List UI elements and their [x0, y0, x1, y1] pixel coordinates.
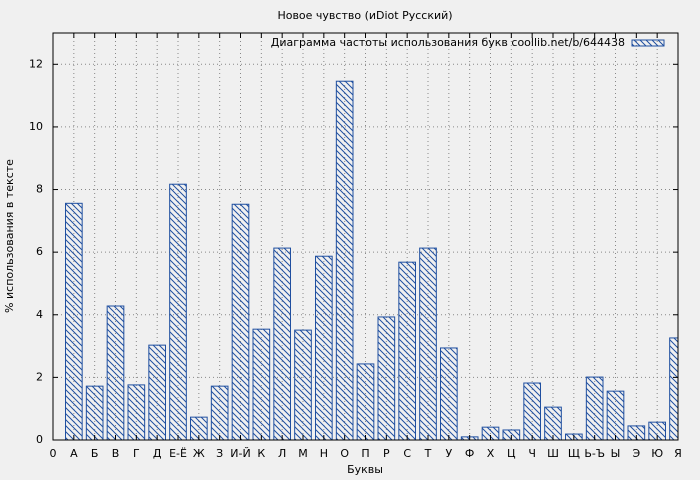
x-tick-label: Ь-Ъ	[584, 447, 605, 460]
bar	[252, 328, 271, 440]
bar	[669, 337, 678, 440]
bar	[606, 390, 625, 440]
x-tick-label: У	[445, 447, 452, 460]
x-tick-label: И-Й	[230, 447, 250, 460]
bar	[85, 385, 104, 440]
x-tick-label: Л	[278, 447, 286, 460]
bar	[419, 247, 437, 440]
x-tick-label: Ю	[651, 447, 663, 460]
bar	[440, 347, 458, 440]
bar	[231, 203, 250, 440]
y-tick-label: 6	[36, 245, 43, 258]
x-tick-label: А	[70, 447, 78, 460]
x-tick-label: Д	[153, 447, 162, 460]
x-tick-label: В	[112, 447, 120, 460]
x-tick-label: С	[403, 447, 411, 460]
x-tick-label: М	[298, 447, 308, 460]
x-axis-label: Буквы	[347, 463, 383, 476]
bar	[481, 426, 500, 440]
legend-label: Диаграмма частоты использования букв coo…	[271, 36, 625, 49]
x-tick-label: Е-Ё	[169, 447, 187, 460]
x-tick-label: Х	[487, 447, 495, 460]
y-tick-label: 12	[29, 57, 43, 70]
bar	[377, 316, 396, 440]
x-tick-label: Н	[320, 447, 328, 460]
y-tick-label: 0	[36, 433, 43, 446]
bar	[544, 406, 562, 440]
x-tick-label: Ы	[611, 447, 621, 460]
x-tick-label: П	[361, 447, 369, 460]
x-tick-label: Т	[424, 447, 432, 460]
x-tick-label: З	[216, 447, 223, 460]
x-tick-label: Я	[674, 447, 682, 460]
y-axis-label: % использования в тексте	[3, 159, 16, 313]
x-tick-label: Г	[133, 447, 140, 460]
bar	[523, 382, 541, 440]
bar	[273, 247, 292, 440]
y-tick-label: 2	[36, 370, 43, 383]
x-tick-label: Ш	[547, 447, 559, 460]
bar	[190, 416, 208, 440]
bar	[294, 329, 312, 440]
x-tick-label: К	[257, 447, 265, 460]
bar	[315, 255, 333, 440]
bar	[335, 80, 354, 440]
y-tick-label: 4	[36, 308, 43, 321]
x-tick-label: Б	[91, 447, 99, 460]
bar	[65, 202, 83, 440]
x-tick-label: Ч	[528, 447, 536, 460]
x-tick-label: Э	[632, 447, 640, 460]
bar	[106, 305, 125, 440]
y-tick-label: 8	[36, 183, 43, 196]
x-tick-label: Ц	[507, 447, 516, 460]
bar	[585, 376, 604, 440]
x-tick-label: 0	[50, 447, 57, 460]
x-tick-label: Ж	[193, 447, 205, 460]
y-tick-label: 10	[29, 120, 43, 133]
chart-title: Новое чувство (иDiot Русский)	[277, 9, 452, 22]
bar	[127, 384, 146, 440]
x-tick-label: Ф	[465, 447, 474, 460]
x-tick-label: Щ	[568, 447, 580, 460]
bar	[398, 261, 417, 440]
bar	[210, 385, 229, 440]
x-tick-label: Р	[383, 447, 390, 460]
bar	[148, 344, 166, 440]
legend-swatch	[631, 39, 665, 47]
bar	[356, 363, 375, 440]
x-tick-label: О	[340, 447, 349, 460]
bar	[169, 183, 187, 440]
